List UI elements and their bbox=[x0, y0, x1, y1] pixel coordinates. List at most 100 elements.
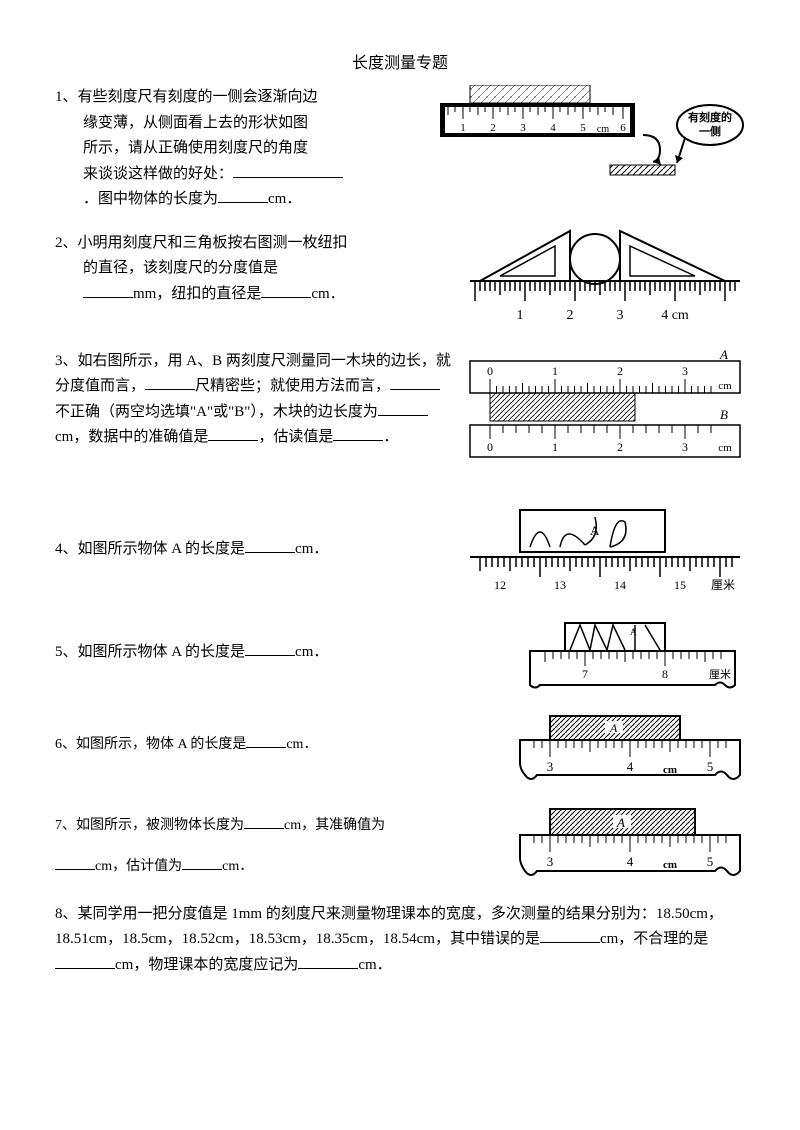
svg-text:3: 3 bbox=[682, 364, 688, 378]
svg-text:0: 0 bbox=[487, 364, 493, 378]
svg-text:有刻度的: 有刻度的 bbox=[688, 110, 732, 124]
q1-line3: 所示，请从正确使用刻度尺的角度 bbox=[55, 136, 425, 162]
svg-text:cm: cm bbox=[597, 124, 609, 135]
q5-t: 如图所示物体 A 的长度是 bbox=[78, 644, 246, 660]
page-title: 长度测量专题 bbox=[55, 50, 745, 77]
svg-text:4: 4 bbox=[627, 854, 634, 869]
q2-blank1 bbox=[83, 283, 133, 298]
q4-blank bbox=[245, 538, 295, 553]
q2-unit: cm． bbox=[311, 286, 344, 302]
q7-blank2 bbox=[55, 856, 95, 870]
q1-blank1 bbox=[233, 163, 293, 178]
svg-text:cm: cm bbox=[663, 764, 677, 776]
q6-t: 如图所示，物体 A 的长度是 bbox=[76, 737, 246, 752]
q1-num: 1、 bbox=[55, 89, 78, 105]
q7-t4: cm． bbox=[222, 859, 253, 874]
svg-text:cm: cm bbox=[718, 380, 732, 392]
q3-t4: cm，数据中的准确值是 bbox=[55, 429, 208, 445]
q3-t6: ． bbox=[383, 429, 398, 445]
q3-t3: 不正确（两空均选填"A"或"B"），木块的边长度为 bbox=[55, 404, 378, 420]
svg-text:15: 15 bbox=[674, 578, 686, 592]
svg-text:6: 6 bbox=[620, 122, 626, 134]
q4-figure: A 12 13 14 15 厘米 bbox=[465, 507, 745, 602]
q3-text: 3、如右图所示，用 A、B 两刻度尺测量同一木块的边长，就分度值而言，尺精密些；… bbox=[55, 349, 455, 451]
q7-figure: A 345 cm bbox=[515, 806, 745, 884]
question-1: 1、有些刻度尺有刻度的一侧会逐渐向边 缘变薄，从侧面看上去的形状如图 所示，请从… bbox=[55, 85, 745, 213]
q1-figure: 1 2 3 4 5 6 cm 有刻度的 一侧 bbox=[435, 85, 745, 195]
svg-text:A: A bbox=[616, 815, 625, 830]
svg-text:1: 1 bbox=[460, 122, 466, 134]
q1-blank3 bbox=[218, 188, 268, 203]
q3-blank4 bbox=[208, 426, 258, 441]
question-4: 4、如图所示物体 A 的长度是cm． A 12131415 厘米 bbox=[55, 507, 745, 602]
svg-text:4 cm: 4 cm bbox=[661, 308, 689, 323]
svg-text:2: 2 bbox=[617, 364, 623, 378]
q8-t4: cm． bbox=[358, 957, 391, 973]
q7-blank3 bbox=[182, 856, 222, 870]
q3-blank5 bbox=[333, 426, 383, 441]
svg-text:1: 1 bbox=[552, 440, 558, 454]
q3-t5: ，估读值是 bbox=[258, 429, 333, 445]
svg-text:厘米: 厘米 bbox=[711, 578, 735, 592]
q8-num: 8、 bbox=[55, 906, 78, 922]
q5-blank bbox=[245, 641, 295, 656]
q5-text: 5、如图所示物体 A 的长度是 cm． bbox=[55, 620, 475, 666]
q1-unit: cm． bbox=[268, 191, 301, 207]
svg-text:13: 13 bbox=[554, 578, 566, 592]
svg-text:3: 3 bbox=[682, 440, 688, 454]
svg-text:4: 4 bbox=[627, 759, 634, 774]
question-3: 3、如右图所示，用 A、B 两刻度尺测量同一木块的边长，就分度值而言，尺精密些；… bbox=[55, 349, 745, 489]
svg-text:3: 3 bbox=[520, 122, 526, 134]
q2-line3: mm，纽扣的直径是 bbox=[133, 286, 261, 302]
q6-unit: cm． bbox=[286, 737, 317, 752]
svg-text:12: 12 bbox=[494, 578, 506, 592]
q5-unit: cm． bbox=[295, 644, 328, 660]
svg-text:2: 2 bbox=[617, 440, 623, 454]
svg-text:5: 5 bbox=[580, 122, 586, 134]
q2-figure: 12 34 cm bbox=[465, 221, 745, 331]
q7-blank1 bbox=[244, 815, 284, 829]
q3-num: 3、 bbox=[55, 353, 78, 369]
q4-unit: cm． bbox=[295, 541, 328, 557]
q5-num: 5、 bbox=[55, 644, 78, 660]
q6-num: 6、 bbox=[55, 737, 76, 752]
q3-blank2 bbox=[390, 375, 440, 390]
svg-text:0: 0 bbox=[487, 440, 493, 454]
q8-t3: cm，物理课本的宽度应记为 bbox=[115, 957, 298, 973]
svg-text:7: 7 bbox=[582, 667, 588, 681]
q2-text: 2、小明用刻度尺和三角板按右图测一枚纽扣 的直径，该刻度尺的分度值是 mm，纽扣… bbox=[55, 231, 455, 308]
q5-figure: A 78厘米 bbox=[525, 620, 745, 695]
q1-blank2 bbox=[293, 163, 343, 178]
question-5: 5、如图所示物体 A 的长度是cm． A 78厘米 bbox=[55, 620, 745, 695]
svg-text:14: 14 bbox=[614, 578, 626, 592]
svg-text:cm: cm bbox=[718, 442, 732, 454]
q2-line2: 的直径，该刻度尺的分度值是 bbox=[55, 256, 455, 282]
q3-figure: A 0 1 2 3 cm B 0 1 2 3 cm bbox=[465, 349, 745, 489]
svg-text:A: A bbox=[719, 349, 728, 362]
q1-line5: ．图中物体的长度为 bbox=[83, 191, 218, 207]
svg-text:4: 4 bbox=[550, 122, 556, 134]
svg-text:A: A bbox=[590, 523, 600, 538]
svg-text:3: 3 bbox=[547, 759, 554, 774]
q7-num: 7、 bbox=[55, 818, 76, 833]
q8-t2: cm，不合理的是 bbox=[600, 931, 708, 947]
svg-text:B: B bbox=[720, 407, 728, 422]
q3-t2: 尺精密些；就使用方法而言， bbox=[195, 378, 390, 394]
q1-text: 1、有些刻度尺有刻度的一侧会逐渐向边 缘变薄，从侧面看上去的形状如图 所示，请从… bbox=[55, 85, 425, 213]
q8-blank2 bbox=[55, 954, 115, 969]
q3-blank1 bbox=[145, 375, 195, 390]
svg-text:1: 1 bbox=[552, 364, 558, 378]
svg-text:5: 5 bbox=[707, 759, 714, 774]
svg-text:1: 1 bbox=[517, 308, 524, 323]
q2-blank2 bbox=[261, 283, 311, 298]
svg-text:8: 8 bbox=[662, 667, 668, 681]
q6-figure: A 345 cm bbox=[515, 713, 745, 788]
svg-text:一侧: 一侧 bbox=[699, 124, 721, 138]
svg-text:A: A bbox=[630, 627, 637, 637]
svg-text:2: 2 bbox=[490, 122, 496, 134]
q7-t2: cm，其准确值为 bbox=[284, 818, 385, 833]
svg-text:cm: cm bbox=[663, 859, 677, 871]
question-6: 6、如图所示，物体 A 的长度是cm． A 345 cm bbox=[55, 713, 745, 788]
q6-blank bbox=[246, 734, 286, 748]
q1-line1: 有些刻度尺有刻度的一侧会逐渐向边 bbox=[78, 89, 318, 105]
